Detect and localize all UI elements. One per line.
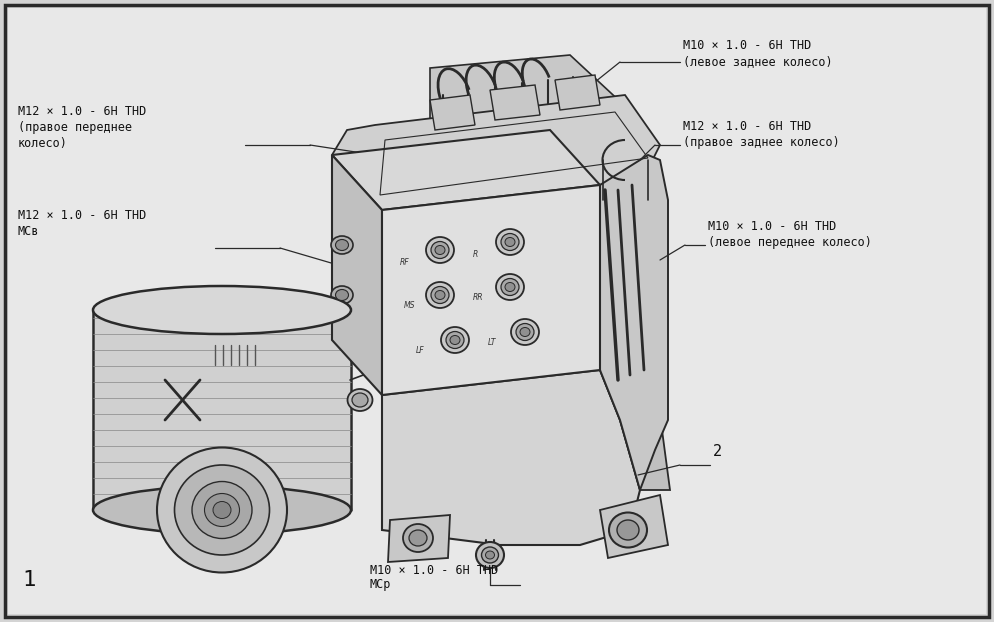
Text: (левое переднее колесо): (левое переднее колесо) — [708, 236, 872, 249]
Ellipse shape — [93, 486, 351, 534]
Ellipse shape — [192, 481, 252, 539]
Ellipse shape — [435, 246, 445, 254]
Polygon shape — [388, 515, 450, 562]
Ellipse shape — [617, 520, 639, 540]
Ellipse shape — [205, 493, 240, 526]
Polygon shape — [600, 155, 668, 490]
Ellipse shape — [476, 542, 504, 568]
Text: R: R — [472, 250, 478, 259]
Text: 1: 1 — [22, 570, 36, 590]
Ellipse shape — [352, 393, 368, 407]
Text: (правое переднее: (правое переднее — [18, 121, 132, 134]
Ellipse shape — [501, 279, 519, 295]
Text: M12 × 1.0 - 6H THD: M12 × 1.0 - 6H THD — [18, 105, 146, 118]
Text: M10 × 1.0 - 6H THD: M10 × 1.0 - 6H THD — [708, 220, 836, 233]
Ellipse shape — [496, 229, 524, 255]
Text: M12 × 1.0 - 6H THD: M12 × 1.0 - 6H THD — [683, 120, 811, 133]
Ellipse shape — [331, 236, 353, 254]
Polygon shape — [382, 370, 640, 545]
Text: M10 × 1.0 - 6H THD: M10 × 1.0 - 6H THD — [370, 564, 498, 577]
Text: MS: MS — [405, 301, 415, 310]
Ellipse shape — [331, 286, 353, 304]
Text: MCв: MCв — [18, 225, 40, 238]
Ellipse shape — [505, 238, 515, 246]
Ellipse shape — [175, 465, 269, 555]
Text: RF: RF — [401, 258, 410, 267]
Polygon shape — [332, 95, 660, 210]
Ellipse shape — [505, 282, 515, 292]
Ellipse shape — [431, 287, 449, 304]
Ellipse shape — [431, 241, 449, 259]
Ellipse shape — [409, 530, 427, 546]
Ellipse shape — [157, 447, 287, 572]
Ellipse shape — [435, 290, 445, 300]
Ellipse shape — [496, 274, 524, 300]
Text: 2: 2 — [713, 445, 722, 460]
Ellipse shape — [446, 332, 464, 348]
Ellipse shape — [426, 282, 454, 308]
Ellipse shape — [516, 323, 534, 340]
Ellipse shape — [403, 524, 433, 552]
Ellipse shape — [450, 335, 460, 345]
Polygon shape — [332, 130, 600, 210]
Text: (левое заднее колесо): (левое заднее колесо) — [683, 55, 833, 68]
Polygon shape — [332, 155, 382, 395]
Polygon shape — [430, 95, 475, 130]
Ellipse shape — [93, 286, 351, 334]
Text: LT: LT — [488, 338, 496, 347]
Polygon shape — [95, 310, 350, 510]
Ellipse shape — [336, 239, 349, 251]
Polygon shape — [430, 55, 640, 175]
Text: M12 × 1.0 - 6H THD: M12 × 1.0 - 6H THD — [18, 209, 146, 222]
Text: LF: LF — [415, 346, 424, 355]
Polygon shape — [600, 340, 670, 490]
Ellipse shape — [213, 501, 231, 519]
Polygon shape — [382, 185, 600, 395]
Polygon shape — [490, 85, 540, 120]
Text: RR: RR — [473, 293, 483, 302]
Ellipse shape — [511, 319, 539, 345]
Ellipse shape — [609, 513, 647, 547]
Text: MCр: MCр — [370, 578, 392, 591]
Ellipse shape — [426, 237, 454, 263]
Ellipse shape — [520, 328, 530, 337]
Ellipse shape — [485, 551, 494, 559]
Ellipse shape — [348, 389, 373, 411]
Ellipse shape — [336, 289, 349, 300]
Polygon shape — [600, 495, 668, 558]
Polygon shape — [555, 75, 600, 110]
Text: колесо): колесо) — [18, 137, 68, 150]
Text: M10 × 1.0 - 6H THD: M10 × 1.0 - 6H THD — [683, 39, 811, 52]
Ellipse shape — [481, 547, 499, 563]
Ellipse shape — [501, 233, 519, 251]
Text: (правое заднее колесо): (правое заднее колесо) — [683, 136, 840, 149]
Ellipse shape — [441, 327, 469, 353]
